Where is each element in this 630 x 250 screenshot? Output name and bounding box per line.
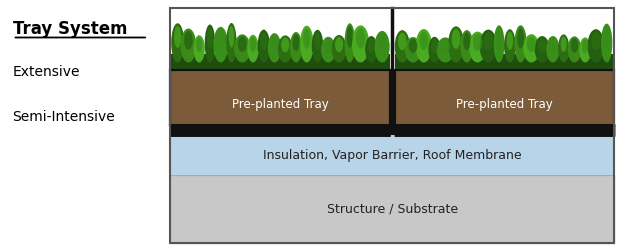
Ellipse shape (271, 35, 278, 52)
Ellipse shape (314, 32, 321, 50)
Ellipse shape (394, 30, 410, 62)
Ellipse shape (452, 29, 461, 49)
Ellipse shape (207, 27, 213, 48)
Ellipse shape (260, 32, 267, 50)
Ellipse shape (494, 25, 505, 62)
Ellipse shape (408, 39, 418, 53)
FancyBboxPatch shape (170, 125, 614, 135)
Ellipse shape (250, 37, 256, 52)
FancyBboxPatch shape (170, 54, 389, 70)
Ellipse shape (601, 24, 612, 62)
Ellipse shape (549, 38, 556, 52)
Ellipse shape (321, 37, 336, 62)
Ellipse shape (214, 27, 228, 63)
Text: Pre-planted Tray: Pre-planted Tray (231, 98, 328, 110)
Ellipse shape (312, 30, 323, 62)
Ellipse shape (196, 37, 202, 52)
Ellipse shape (431, 39, 438, 53)
FancyBboxPatch shape (170, 70, 389, 125)
Ellipse shape (515, 25, 527, 62)
Ellipse shape (405, 37, 421, 62)
Ellipse shape (356, 28, 365, 48)
Ellipse shape (193, 35, 205, 62)
Ellipse shape (335, 37, 343, 52)
Ellipse shape (523, 34, 539, 62)
Ellipse shape (205, 24, 215, 62)
Ellipse shape (234, 34, 250, 62)
Ellipse shape (247, 35, 259, 62)
Ellipse shape (229, 26, 234, 48)
Ellipse shape (374, 31, 390, 62)
Text: Pre-planted Tray: Pre-planted Tray (456, 98, 553, 110)
Ellipse shape (258, 30, 270, 62)
Ellipse shape (181, 28, 196, 62)
Ellipse shape (174, 26, 181, 48)
Ellipse shape (347, 26, 353, 48)
FancyBboxPatch shape (394, 54, 614, 70)
Ellipse shape (448, 26, 464, 63)
Ellipse shape (300, 26, 314, 63)
Ellipse shape (352, 25, 369, 62)
Ellipse shape (303, 28, 311, 49)
Ellipse shape (496, 28, 502, 48)
Ellipse shape (268, 33, 281, 62)
Ellipse shape (293, 34, 299, 51)
Ellipse shape (184, 31, 193, 50)
Text: Insulation, Vapor Barrier, Roof Membrane: Insulation, Vapor Barrier, Roof Membrane (263, 148, 522, 162)
Ellipse shape (420, 32, 428, 50)
Ellipse shape (538, 38, 546, 52)
Ellipse shape (365, 36, 377, 62)
Text: Extensive: Extensive (13, 65, 80, 79)
Ellipse shape (345, 23, 355, 62)
Ellipse shape (604, 26, 610, 48)
Text: Structure / Substrate: Structure / Substrate (326, 202, 458, 215)
Ellipse shape (324, 39, 332, 53)
Ellipse shape (238, 36, 247, 52)
Ellipse shape (428, 37, 441, 62)
Ellipse shape (469, 32, 486, 62)
Ellipse shape (217, 30, 225, 49)
Ellipse shape (461, 30, 473, 62)
Ellipse shape (171, 23, 184, 62)
Ellipse shape (226, 23, 237, 62)
Ellipse shape (571, 38, 578, 53)
Ellipse shape (484, 32, 493, 50)
Ellipse shape (507, 32, 513, 50)
Ellipse shape (368, 38, 375, 52)
FancyBboxPatch shape (170, 135, 614, 175)
Ellipse shape (558, 34, 570, 62)
Ellipse shape (278, 36, 292, 62)
Ellipse shape (517, 28, 524, 48)
Ellipse shape (561, 36, 567, 52)
Ellipse shape (440, 39, 450, 53)
Text: Tray System: Tray System (13, 20, 127, 38)
Ellipse shape (290, 32, 302, 62)
Ellipse shape (332, 35, 346, 62)
Ellipse shape (281, 38, 289, 52)
Ellipse shape (473, 34, 483, 51)
Ellipse shape (378, 33, 386, 51)
Ellipse shape (479, 30, 497, 62)
Ellipse shape (568, 36, 581, 62)
Ellipse shape (437, 38, 454, 62)
Ellipse shape (588, 29, 604, 62)
Ellipse shape (535, 36, 549, 62)
Ellipse shape (592, 32, 600, 50)
FancyBboxPatch shape (170, 175, 614, 242)
Ellipse shape (416, 29, 432, 62)
Ellipse shape (398, 32, 406, 50)
Ellipse shape (582, 39, 588, 53)
FancyBboxPatch shape (394, 70, 614, 125)
Ellipse shape (504, 29, 516, 62)
Ellipse shape (463, 32, 471, 50)
Ellipse shape (579, 38, 591, 62)
Text: Semi-Intensive: Semi-Intensive (13, 110, 115, 124)
Ellipse shape (546, 36, 559, 62)
Ellipse shape (527, 36, 536, 52)
